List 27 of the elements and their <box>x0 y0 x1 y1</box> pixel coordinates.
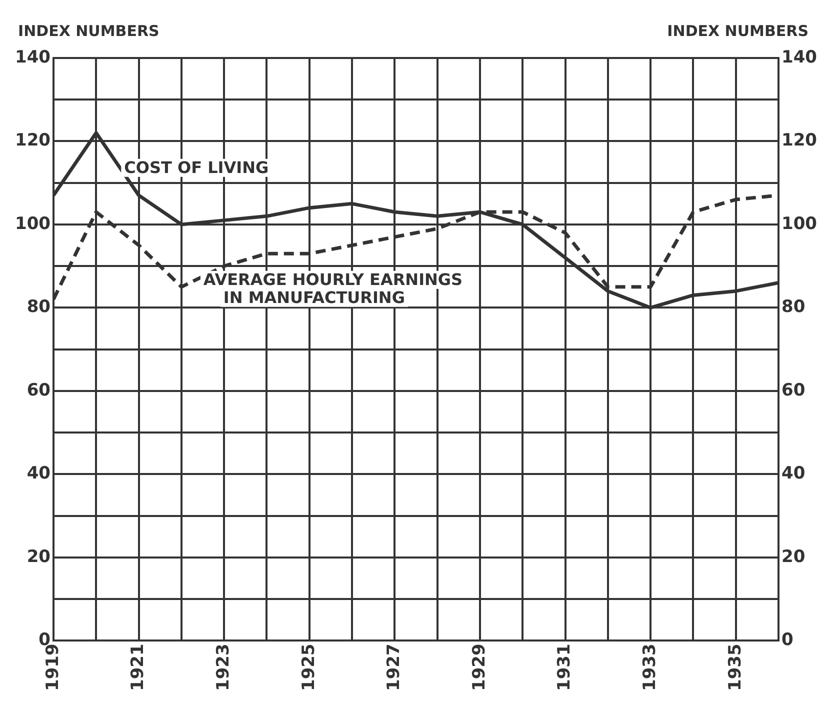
series-label: COST OF LIVING <box>124 158 269 177</box>
y2-tick-label: 60 <box>782 380 806 400</box>
y2-tick-label: 80 <box>782 297 806 318</box>
y-tick-label: 20 <box>26 546 51 567</box>
x-tick-label: 1925 <box>298 644 319 692</box>
y-tick-label: 140 <box>14 47 51 68</box>
y2-tick-label: 20 <box>782 546 806 567</box>
y2-axis-title: INDEX NUMBERS <box>667 22 809 40</box>
y-tick-label: 40 <box>26 464 51 484</box>
y-tick-label: 60 <box>26 380 51 400</box>
y-tick-label: 100 <box>14 214 51 234</box>
x-tick-label: 1921 <box>128 644 148 692</box>
x-tick-label: 1931 <box>554 644 575 692</box>
y-axis-title: INDEX NUMBERS <box>18 22 160 40</box>
x-tick-label: 1933 <box>640 644 660 692</box>
x-tick-label: 1923 <box>214 644 234 692</box>
series-label: AVERAGE HOURLY EARNINGS IN MANUFACTURING <box>203 270 463 307</box>
y2-tick-label: 140 <box>782 47 818 68</box>
y2-tick-label: 0 <box>782 630 794 650</box>
y2-tick-label: 120 <box>782 130 818 151</box>
y2-tick-label: 100 <box>782 214 818 234</box>
x-tick-label: 1935 <box>725 644 746 692</box>
x-tick-label: 1929 <box>469 644 490 692</box>
y2-tick-label: 40 <box>782 464 806 484</box>
x-tick-label: 1927 <box>384 644 404 692</box>
y-tick-label: 80 <box>26 297 51 318</box>
y-tick-label: 120 <box>14 130 51 151</box>
